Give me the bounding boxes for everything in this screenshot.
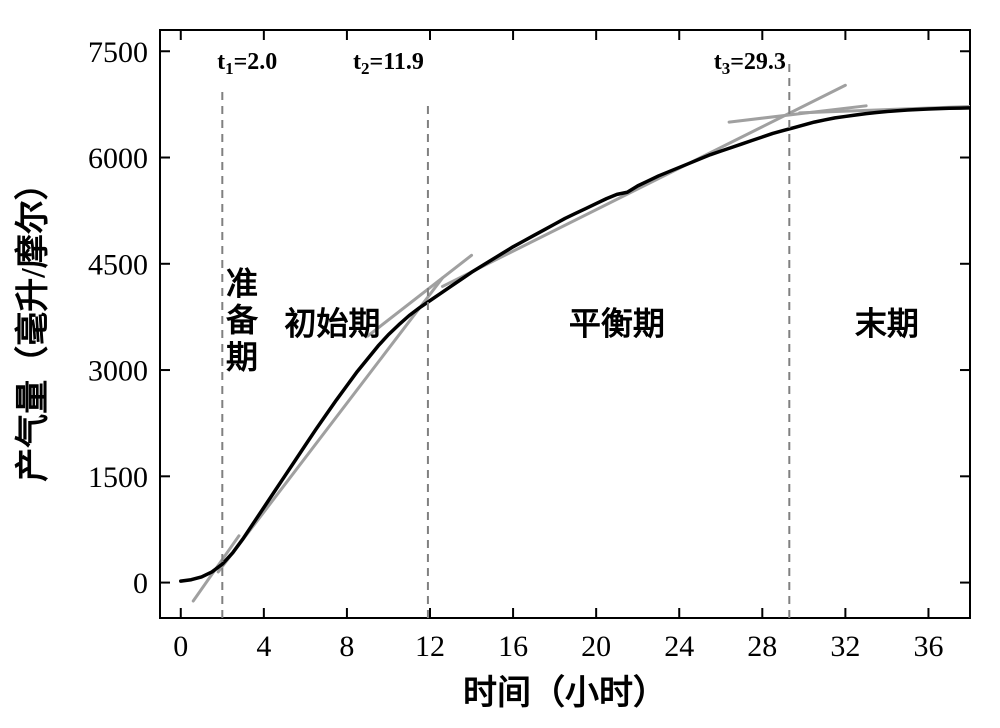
x-tick-label: 24 (664, 630, 694, 663)
x-tick-label: 12 (415, 630, 445, 663)
x-tick-label: 28 (747, 630, 777, 663)
x-tick-label: 32 (830, 630, 860, 663)
y-axis-label: 产气量（毫升/摩尔） (13, 166, 52, 481)
y-tick-label: 6000 (88, 142, 148, 175)
x-tick-label: 4 (256, 630, 271, 663)
y-tick-label: 3000 (88, 355, 148, 388)
phase-label: 初始期 (284, 306, 380, 342)
phase-label: 末期 (855, 306, 919, 342)
y-tick-label: 4500 (88, 248, 148, 281)
x-axis-label: 时间（小时） (463, 673, 667, 712)
phase-label: 平衡期 (569, 306, 665, 342)
x-tick-label: 20 (581, 630, 611, 663)
phase-label: 备 (226, 302, 259, 338)
gas-production-chart: 0 4 8 12 16 20 24 28 32 36 0 1500 3000 4500 6000 7500 时间… (0, 0, 1000, 728)
x-tick-label: 0 (173, 630, 188, 663)
x-tick-label: 16 (498, 630, 528, 663)
phase-label: 准 (226, 265, 258, 301)
y-tick-label: 7500 (88, 36, 148, 69)
y-tick-label: 1500 (88, 461, 148, 494)
phase-label: 期 (226, 339, 258, 375)
x-tick-label: 8 (339, 630, 354, 663)
y-tick-label: 0 (133, 567, 148, 600)
x-tick-label: 36 (913, 630, 943, 663)
